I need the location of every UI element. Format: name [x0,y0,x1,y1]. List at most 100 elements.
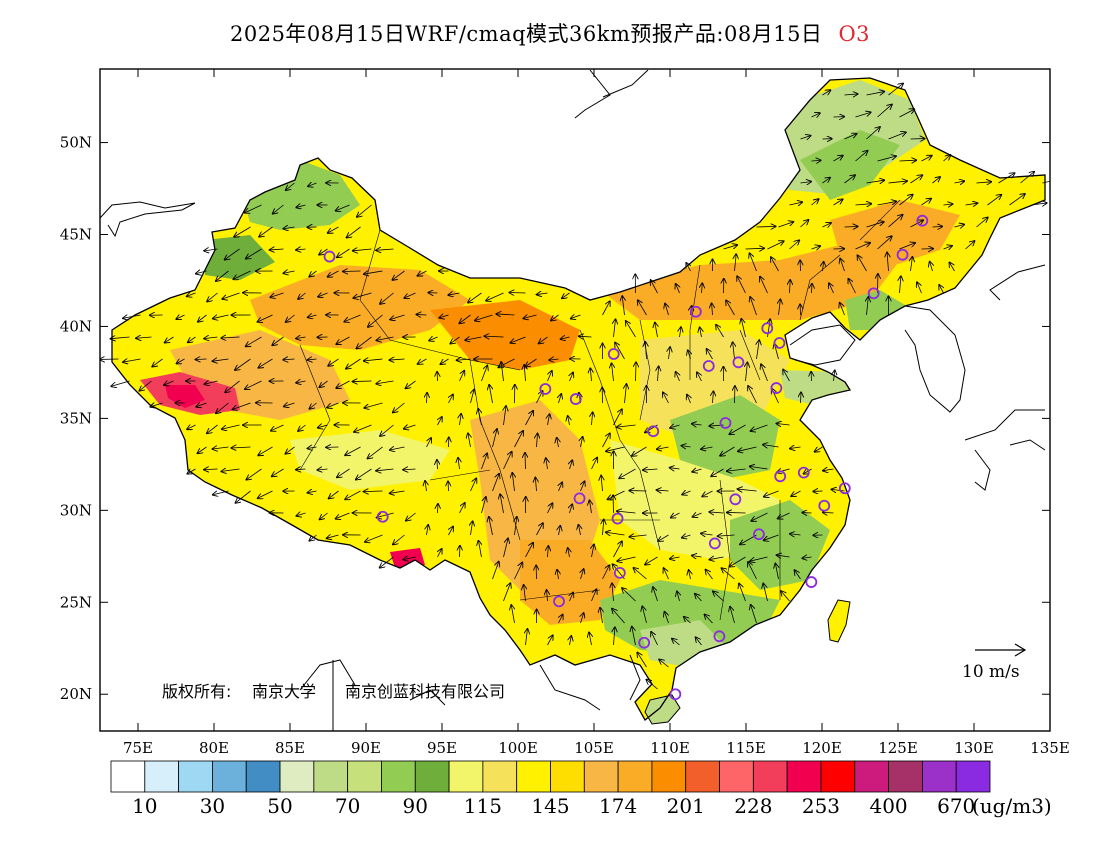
wind-arrow [318,425,328,428]
wind-arrow [284,403,295,406]
wind-arrow [720,446,735,456]
wind-arrow [612,583,614,602]
wind-arrow [625,384,627,404]
wind-arrow [336,380,350,388]
wind-arrow [271,424,284,431]
wind-arrow [457,359,471,360]
wind-arrow [459,371,465,382]
wind-arrow [730,607,735,624]
wind-arrow [416,314,427,315]
wind-arrow [682,446,691,447]
wind-arrow [739,584,746,602]
wind-arrow [899,195,913,206]
wind-arrow [176,315,185,319]
wind-arrow [232,447,251,448]
colorbar-swatch [279,760,315,793]
wind-arrow [930,262,933,272]
wind-arrow [910,220,923,228]
wind-arrow [613,409,622,426]
wind-arrow [559,394,562,404]
wind-arrow [504,406,506,426]
wind-arrow [705,615,713,624]
wind-arrow [676,284,680,294]
city-marker [805,576,818,588]
wind-arrow [877,105,892,118]
wind-arrow [328,226,339,233]
colorbar-tick-label: 400 [869,794,907,818]
wind-arrow [606,532,625,535]
copyright-org-2: 南京创蓝科技有限公司 [345,682,505,701]
wind-arrow [376,249,394,250]
wind-arrow [468,292,482,303]
wind-arrow [404,425,416,429]
wind-arrow [722,568,735,580]
north-china-orange [600,240,900,320]
wind-arrow [761,364,768,382]
wind-arrow [789,202,803,205]
wind-arrow [222,292,240,299]
hainan-island [644,694,681,725]
wind-arrow [559,526,561,536]
wind-arrow [492,429,497,448]
wind-arrow [632,446,647,456]
colorbar-tick-label: 145 [531,794,569,818]
colorbar-labels: 10 30 50 70 90 115 145 174 201 228 253 400 670 [132,794,975,818]
wind-arrow [246,468,262,480]
korea-japan [904,264,1046,491]
city-marker [569,393,582,405]
wind-arrow [320,380,328,387]
lon-label: 125E [878,739,918,757]
colorbar-swatch [719,760,754,793]
wind-arrow [187,469,196,474]
wind-arrow [603,520,604,536]
lon-label: 75E [123,739,153,757]
city-marker [732,356,745,369]
wind-arrow [726,300,735,316]
wind-arrow [823,512,834,513]
wind-arrow [783,370,790,382]
wind-arrow [562,292,570,298]
lon-label: 115E [726,739,766,757]
wind-arrow [612,363,614,382]
wind-arrow [791,490,801,496]
pollutant-label: O3 [838,22,871,46]
wind-arrow [283,359,295,360]
wind-arrow [318,293,328,297]
wind-arrow [581,437,583,448]
wind-arrow [676,372,680,382]
wind-arrow [578,525,580,536]
colorbar-swatch [583,760,619,793]
wind-arrow [310,402,317,409]
wind-arrow [561,337,570,339]
wind-arrow [664,568,669,580]
wind-arrow [475,314,493,321]
wind-arrow [888,215,903,228]
wind-arrow [570,373,573,382]
wind-arrow [213,490,229,495]
wind-arrow [336,204,350,211]
wind-scale-label: 10 m/s [962,662,1020,682]
city-marker [719,417,732,429]
city-marker [770,382,783,394]
wind-arrow [811,113,820,117]
map-title: 2025年08月15日WRF/cmaq模式36km预报产品:08月15日 O3 [0,18,1100,48]
wind-arrow [376,337,394,340]
wind-arrow [822,178,830,184]
wind-arrow [570,460,573,470]
wind-arrow [393,402,405,412]
wind-arrow [559,482,563,492]
wind-arrow [392,270,405,280]
wind-arrow [687,395,691,404]
wind-arrow [547,590,548,602]
wind-arrow [204,249,218,251]
wind-arrow [258,490,273,498]
lon-label: 90E [351,739,381,757]
wind-scale-legend: 10 m/s [962,643,1027,682]
colorbar-tick-label: 50 [267,794,292,818]
wind-arrow [547,503,553,514]
wind-arrow [888,181,907,183]
wind-arrow [380,292,394,304]
wind-arrow [258,446,273,455]
colorbar-swatch [347,760,382,793]
wind-arrow [503,452,512,470]
